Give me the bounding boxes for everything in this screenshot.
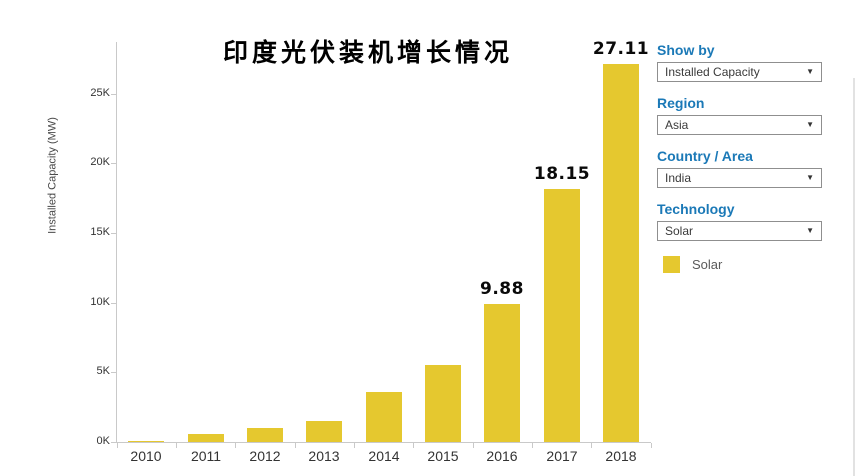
bar-2017[interactable] — [544, 189, 580, 442]
chart-title: 印度光伏装机增长情况 — [222, 38, 513, 67]
chevron-down-icon: ▼ — [806, 120, 814, 129]
x-tick — [235, 443, 236, 448]
bar-2013[interactable] — [306, 421, 342, 442]
x-axis-line — [116, 442, 651, 443]
show-by-select[interactable]: Installed Capacity ▼ — [657, 62, 822, 82]
x-tick-label: 2010 — [130, 448, 162, 464]
x-tick-label: 2017 — [546, 448, 578, 464]
show-by-selected-value: Installed Capacity — [665, 65, 760, 79]
x-tick — [473, 443, 474, 448]
bar-2010[interactable] — [128, 440, 164, 442]
y-tick — [111, 233, 116, 234]
y-tick-label: 20K — [90, 156, 110, 168]
bar-2018[interactable] — [603, 64, 639, 442]
bar-value-label: 9.88 — [480, 279, 524, 299]
x-tick — [532, 443, 533, 448]
chevron-down-icon: ▼ — [806, 67, 814, 76]
y-tick — [111, 372, 116, 373]
show-by-label: Show by — [657, 42, 715, 58]
x-tick — [295, 443, 296, 448]
y-axis-line — [116, 42, 117, 442]
x-tick-label: 2013 — [308, 448, 340, 464]
technology-selected-value: Solar — [665, 224, 694, 238]
country-label: Country / Area — [657, 148, 753, 164]
x-tick-label: 2018 — [605, 448, 637, 464]
legend-label: Solar — [692, 257, 723, 272]
bar-value-label: 27.11 — [592, 39, 650, 59]
legend-item-solar[interactable]: Solar — [657, 256, 827, 273]
control-group-country: Country / Area India ▼ — [657, 148, 827, 188]
y-tick-label: 5K — [96, 365, 110, 377]
bar-2012[interactable] — [247, 428, 283, 442]
x-tick-label: 2014 — [368, 448, 400, 464]
y-tick — [111, 94, 116, 95]
y-tick-label: 0K — [96, 435, 110, 447]
technology-select[interactable]: Solar ▼ — [657, 221, 822, 241]
y-tick — [111, 442, 116, 443]
control-group-region: Region Asia ▼ — [657, 95, 827, 135]
control-group-technology: Technology Solar ▼ — [657, 201, 827, 241]
x-tick — [176, 443, 177, 448]
y-tick-label: 10K — [90, 296, 110, 308]
x-tick-label: 2012 — [249, 448, 281, 464]
x-tick-label: 2016 — [486, 448, 518, 464]
bar-2016[interactable] — [484, 304, 520, 442]
y-tick — [111, 163, 116, 164]
control-panel: Show by Installed Capacity ▼ Region Asia… — [657, 0, 827, 273]
chevron-down-icon: ▼ — [806, 173, 814, 182]
region-select[interactable]: Asia ▼ — [657, 115, 822, 135]
region-label: Region — [657, 95, 705, 111]
control-group-show-by: Show by Installed Capacity ▼ — [657, 42, 827, 82]
country-selected-value: India — [665, 171, 692, 185]
right-edge-strip — [853, 78, 855, 476]
x-tick — [591, 443, 592, 448]
y-tick-label: 25K — [90, 87, 110, 99]
y-tick — [111, 303, 116, 304]
bar-2014[interactable] — [366, 391, 402, 442]
country-select[interactable]: India ▼ — [657, 168, 822, 188]
x-tick-label: 2015 — [427, 448, 459, 464]
bar-2011[interactable] — [188, 433, 224, 442]
bar-value-label: 18.15 — [533, 164, 591, 184]
chevron-down-icon: ▼ — [806, 226, 814, 235]
legend-swatch-solar — [663, 256, 680, 273]
x-tick — [413, 443, 414, 448]
technology-label: Technology — [657, 201, 735, 217]
y-tick-label: 15K — [90, 226, 110, 238]
region-selected-value: Asia — [665, 118, 689, 132]
bar-2015[interactable] — [425, 365, 461, 442]
x-tick — [651, 443, 652, 448]
x-tick-label: 2011 — [190, 448, 222, 464]
x-tick — [117, 443, 118, 448]
x-tick — [354, 443, 355, 448]
